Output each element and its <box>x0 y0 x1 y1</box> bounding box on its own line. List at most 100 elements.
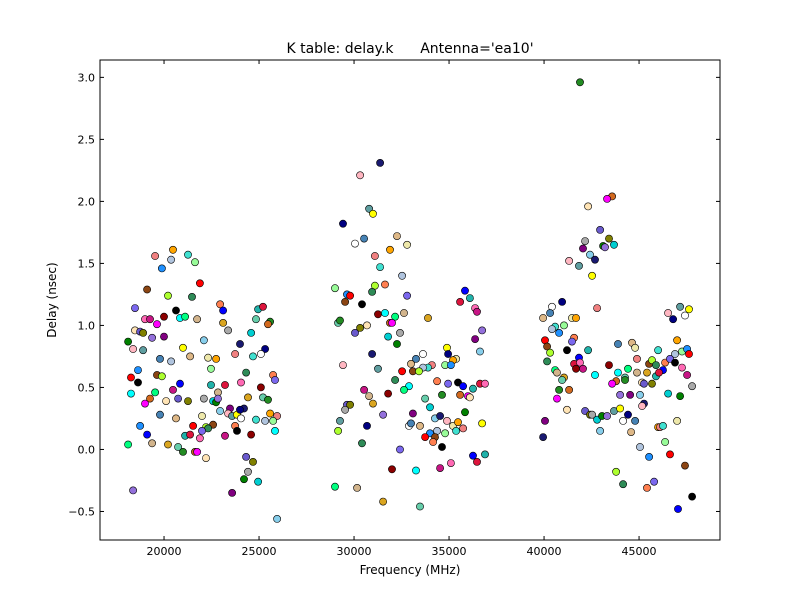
x-axis-label: Frequency (MHz) <box>360 563 461 577</box>
data-point <box>673 336 681 345</box>
data-point <box>384 332 392 341</box>
data-point <box>179 343 187 352</box>
data-point <box>151 252 159 260</box>
data-point <box>619 480 627 489</box>
data-point <box>376 263 384 271</box>
data-point <box>666 450 674 459</box>
data-point <box>236 405 244 414</box>
data-point <box>143 285 151 294</box>
data-point <box>360 234 368 243</box>
data-point <box>476 347 484 356</box>
data-point <box>419 350 427 358</box>
data-point <box>398 271 406 280</box>
data-point <box>415 367 423 376</box>
data-point <box>167 255 175 264</box>
data-point <box>393 232 401 240</box>
data-point <box>541 416 549 425</box>
data-point <box>146 394 154 403</box>
y-tick-label: 2.5 <box>78 133 96 146</box>
data-point <box>273 515 281 523</box>
data-point <box>204 353 212 362</box>
data-point <box>156 354 164 363</box>
data-point <box>645 452 653 461</box>
data-point <box>176 379 184 388</box>
data-point <box>162 397 170 405</box>
data-point <box>412 354 420 363</box>
data-point <box>565 385 573 394</box>
data-point <box>249 352 257 361</box>
data-point <box>193 315 201 324</box>
data-point <box>134 378 142 387</box>
data-point <box>685 305 693 314</box>
data-point <box>266 409 274 418</box>
data-point <box>553 394 561 403</box>
data-point <box>148 439 156 448</box>
data-point <box>381 309 389 317</box>
data-point <box>384 389 392 398</box>
y-tick-label: 0.5 <box>78 381 96 394</box>
data-point <box>659 421 667 430</box>
data-point <box>172 306 180 315</box>
data-point <box>655 368 663 377</box>
data-point <box>164 291 172 300</box>
data-point <box>346 291 354 300</box>
data-point <box>351 328 359 337</box>
data-point <box>433 377 441 386</box>
data-point <box>336 316 344 325</box>
y-tick-label: −0.5 <box>68 505 95 518</box>
data-point <box>576 358 584 367</box>
data-point <box>661 438 669 446</box>
data-point <box>461 408 469 417</box>
data-point <box>139 346 147 355</box>
data-point <box>148 333 156 342</box>
data-point <box>539 433 547 441</box>
data-point <box>242 368 250 377</box>
data-point <box>624 364 632 373</box>
data-point <box>664 309 672 317</box>
data-point <box>674 505 682 513</box>
data-point <box>673 416 681 425</box>
data-point <box>652 361 660 369</box>
data-point <box>593 304 601 312</box>
data-point <box>256 383 265 392</box>
data-point <box>619 416 627 425</box>
data-point <box>469 384 477 393</box>
data-point <box>271 426 279 435</box>
data-point <box>264 320 272 329</box>
data-point <box>236 340 244 348</box>
y-axis-label: Delay (nsec) <box>45 262 59 337</box>
data-point <box>379 410 387 419</box>
data-point <box>351 239 359 248</box>
data-point <box>443 416 451 425</box>
data-point <box>603 412 611 420</box>
data-point <box>244 393 252 402</box>
data-point <box>339 219 347 228</box>
data-point <box>633 368 641 377</box>
data-point <box>605 234 613 243</box>
data-point <box>459 382 467 391</box>
data-point <box>438 390 446 399</box>
x-axis: 20000 25000 30000 35000 40000 45000 <box>147 60 657 558</box>
x-tick-label: 20000 <box>147 545 182 558</box>
data-point <box>193 447 201 456</box>
data-point <box>400 309 408 317</box>
data-point <box>576 78 584 87</box>
data-point <box>558 376 566 384</box>
data-point <box>579 244 587 253</box>
data-point <box>640 379 648 388</box>
data-point <box>614 340 622 348</box>
data-point <box>374 364 382 373</box>
data-point <box>403 240 411 249</box>
data-point <box>339 361 347 369</box>
data-point <box>441 429 449 438</box>
data-point <box>331 482 339 491</box>
data-point <box>261 416 269 425</box>
data-point <box>446 459 455 467</box>
data-point <box>237 378 245 387</box>
data-point <box>454 418 462 427</box>
data-point <box>134 366 142 374</box>
data-point <box>186 352 194 361</box>
data-point <box>129 486 137 495</box>
x-tick-label: 30000 <box>337 545 372 558</box>
data-point <box>360 385 368 394</box>
